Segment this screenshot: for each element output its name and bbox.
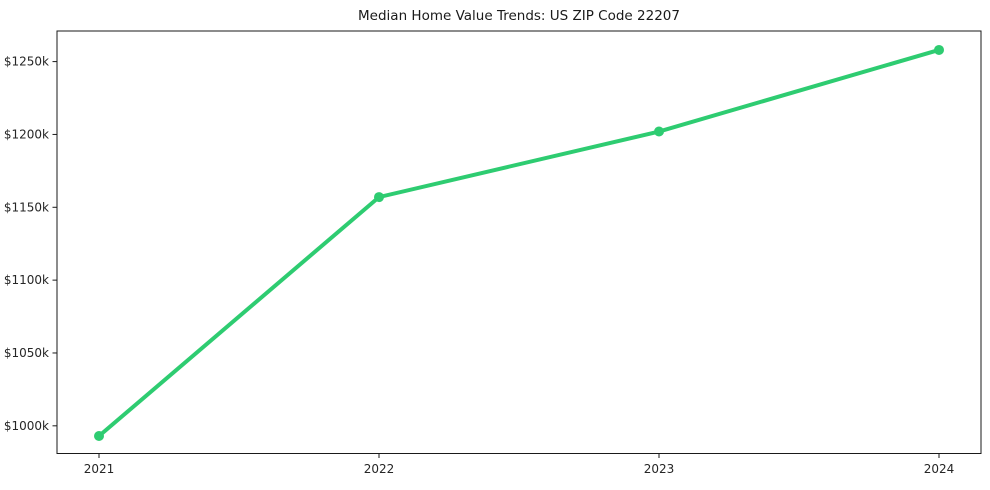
x-tick-label: 2021 (84, 462, 115, 476)
x-tick-label: 2024 (924, 462, 955, 476)
data-point-marker (934, 44, 944, 55)
data-point-marker (654, 126, 664, 137)
trend-line (97, 47, 941, 439)
y-tick-label: $1250k (4, 55, 49, 69)
y-tick-label: $1200k (4, 127, 49, 141)
x-tick-label: 2022 (364, 462, 395, 476)
y-tick-label: $1000k (4, 419, 49, 433)
y-tick-label: $1050k (4, 346, 49, 360)
y-tick-label: $1100k (4, 273, 49, 287)
data-point-marker (374, 192, 384, 203)
data-point-marker (94, 431, 104, 442)
x-tick-label: 2023 (644, 462, 675, 476)
chart-title: Median Home Value Trends: US ZIP Code 22… (358, 8, 680, 24)
plot-border (56, 30, 982, 454)
y-tick-label: $1150k (4, 200, 49, 214)
